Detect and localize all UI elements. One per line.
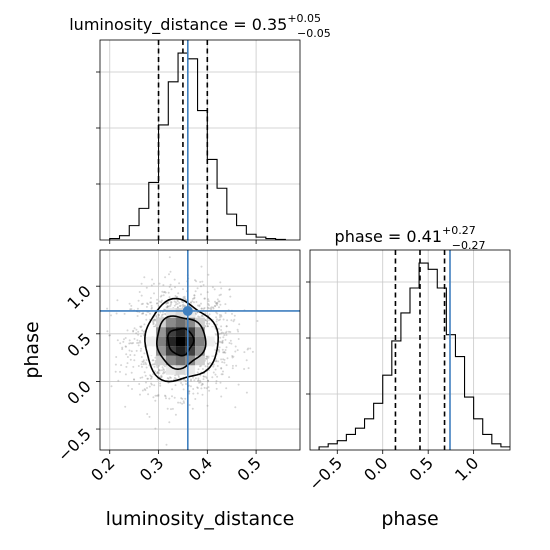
density-cell: [185, 365, 196, 375]
density-cell: [195, 346, 205, 356]
phase-x-tick-label-3: 1.0: [451, 453, 482, 484]
ld-histogram-panel: luminosity_distance = 0.35+0.05 −0.05: [69, 12, 331, 244]
density-cell: [156, 346, 166, 356]
density-cell: [195, 317, 205, 328]
ld-tick-label-3: 0.5: [233, 453, 264, 484]
density-cell: [165, 346, 176, 356]
density-cell: [156, 327, 166, 337]
x-axis-label-luminosity-distance: luminosity_distance: [106, 508, 295, 530]
scatter-truth-point: [182, 305, 193, 316]
ld-title-plus: +0.05: [287, 12, 321, 25]
density-cell: [146, 336, 157, 347]
density-cell: [175, 365, 186, 375]
x-axis-label-phase: phase: [381, 508, 438, 530]
density-cell: [195, 336, 205, 347]
phase-title-plus: +0.27: [442, 224, 476, 237]
density-cell: [165, 317, 176, 328]
density-cell: [165, 355, 176, 366]
density-cell: [175, 317, 186, 328]
scatter-frame: [99, 249, 301, 451]
density-cell: [175, 346, 186, 356]
density-cell: [156, 336, 166, 347]
density-cell: [185, 317, 196, 328]
density-cell: [185, 346, 196, 356]
phase-histogram-steps: [318, 262, 510, 450]
density-cell: [175, 308, 186, 318]
phase-histogram-panel: phase = 0.41+0.27 −0.27: [306, 224, 511, 454]
ld-title: luminosity_distance = 0.35+0.05 −0.05: [69, 12, 331, 40]
phase-y-tick-label-3: 1.0: [63, 282, 94, 313]
phase-title: phase = 0.41+0.27 −0.27: [335, 224, 486, 252]
ld-tick-label-0: 0.2: [87, 453, 118, 484]
ld-histogram-steps: [109, 52, 286, 240]
density-cell: [185, 355, 196, 366]
phase-x-tick-label-2: 0.5: [406, 453, 437, 484]
phase-y-tick-label-0: −0.5: [54, 424, 95, 465]
phase-x-tick-label-1: 0.0: [360, 453, 391, 484]
density-cell: [165, 336, 176, 347]
density-cell: [195, 327, 205, 337]
density-cell: [185, 336, 196, 347]
phase-histogram-frame: [309, 249, 511, 451]
density-cell: [204, 327, 215, 337]
density-cell: [156, 355, 166, 366]
density-cell: [175, 355, 186, 366]
density-cell: [175, 327, 186, 337]
ld-tick-label-1: 0.3: [136, 453, 167, 484]
contour-level-0: [166, 327, 195, 357]
contour-level-1: [155, 315, 207, 371]
y-axis-label-phase: phase: [21, 321, 43, 378]
density-cell: [195, 355, 205, 366]
density-cell: [146, 327, 157, 337]
phase-y-tick-label-1: 0.0: [63, 377, 94, 408]
density-cell: [204, 336, 215, 347]
contour-level-2: [144, 297, 220, 383]
phase-title-minus: −0.27: [452, 239, 486, 252]
phase-y-tick-label-2: 0.5: [63, 329, 94, 360]
density-cell: [204, 346, 215, 356]
density-cell: [175, 336, 186, 347]
ld-histogram-frame: [99, 39, 301, 241]
ld-title-minus: −0.05: [297, 27, 331, 40]
density-cell: [165, 308, 176, 318]
phase-x-tick-label-0: −0.5: [305, 453, 346, 494]
density-cell: [165, 365, 176, 375]
scatter-2d-panel: [96, 249, 301, 454]
density-cell: [146, 346, 157, 356]
ld-tick-label-2: 0.4: [185, 453, 216, 484]
